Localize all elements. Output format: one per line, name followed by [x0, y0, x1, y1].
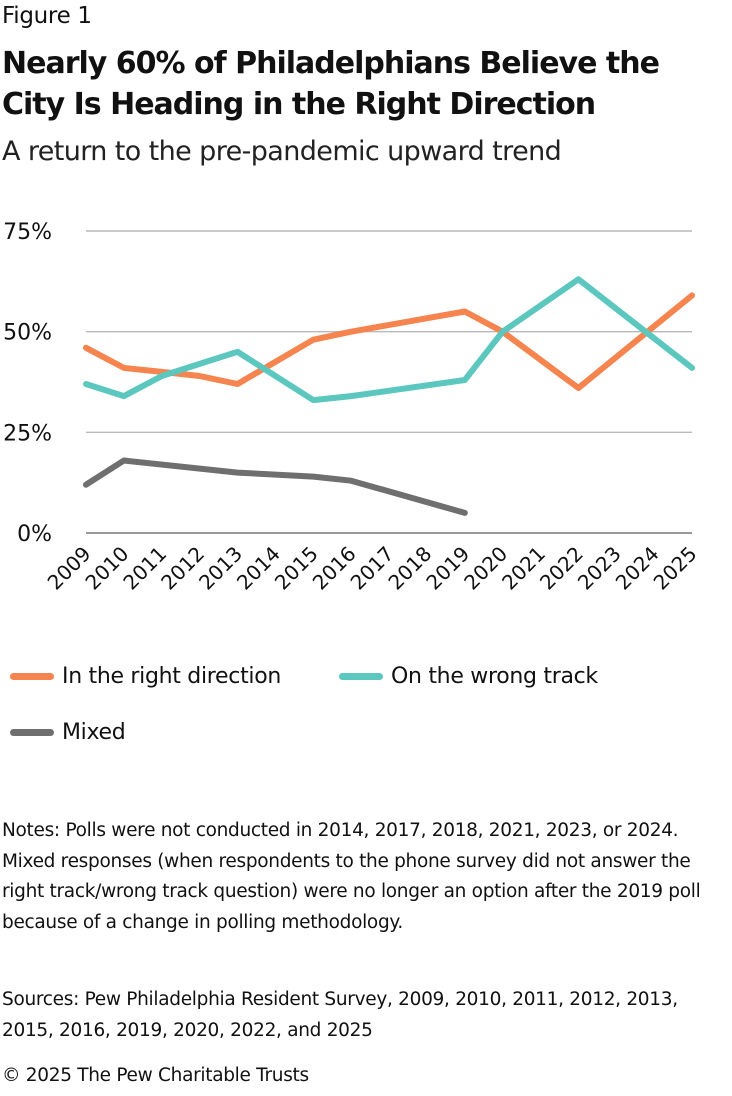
legend-swatch — [339, 673, 383, 680]
copyright-text: © 2025 The Pew Charitable Trusts — [2, 1065, 309, 1086]
x-tick-label: 2023 — [573, 542, 626, 595]
y-axis-ticks: 0% 25% 50% 75% — [3, 220, 52, 547]
notes-text: Notes: Polls were not conducted in 2014,… — [2, 820, 701, 933]
x-tick-label: 2024 — [611, 542, 664, 595]
x-tick-label: 2016 — [308, 542, 361, 595]
legend-label: On the wrong track — [391, 664, 598, 689]
figure-label: Figure 1 — [2, 3, 92, 29]
legend-swatch — [10, 729, 54, 736]
y-tick-label: 25% — [3, 421, 52, 446]
legend-item: Mixed — [10, 720, 126, 745]
chart-title: Nearly 60% of Philadelphians Believe the… — [2, 46, 660, 122]
legend-item: On the wrong track — [339, 664, 598, 689]
x-tick-label: 2015 — [270, 542, 323, 595]
x-tick-label: 2022 — [535, 542, 588, 595]
legend-label: Mixed — [62, 720, 126, 745]
sources-text: Sources: Pew Philadelphia Resident Surve… — [2, 989, 678, 1041]
x-tick-label: 2020 — [459, 542, 512, 595]
x-tick-label: 2014 — [232, 542, 285, 595]
series-line-0 — [83, 292, 695, 391]
series-lines — [83, 276, 695, 516]
legend-item: In the right direction — [10, 664, 281, 689]
x-tick-label: 2012 — [156, 542, 209, 595]
x-tick-label: 2019 — [421, 542, 474, 595]
x-tick-label: 2018 — [383, 542, 436, 595]
x-tick-label: 2021 — [497, 542, 550, 595]
line-chart: 0% 25% 50% 75% 2009201020112012201320142015… — [3, 220, 702, 595]
gridlines — [86, 230, 692, 534]
x-axis-ticks: 2009201020112012201320142015201620172018… — [43, 542, 702, 595]
x-tick-label: 2017 — [346, 542, 399, 595]
y-tick-label: 0% — [17, 522, 52, 547]
y-tick-label: 50% — [3, 321, 52, 346]
series-line-1 — [83, 276, 695, 404]
y-tick-label: 75% — [3, 220, 52, 245]
legend-label: In the right direction — [62, 664, 282, 689]
legend-swatch — [10, 673, 54, 680]
series-line-2 — [83, 457, 468, 516]
x-tick-label: 2009 — [43, 542, 96, 595]
x-tick-label: 2013 — [194, 542, 247, 595]
x-tick-label: 2010 — [80, 542, 133, 595]
x-tick-label: 2011 — [118, 542, 171, 595]
chart-subtitle: A return to the pre-pandemic upward tren… — [2, 136, 562, 167]
x-tick-label: 2025 — [649, 542, 702, 595]
